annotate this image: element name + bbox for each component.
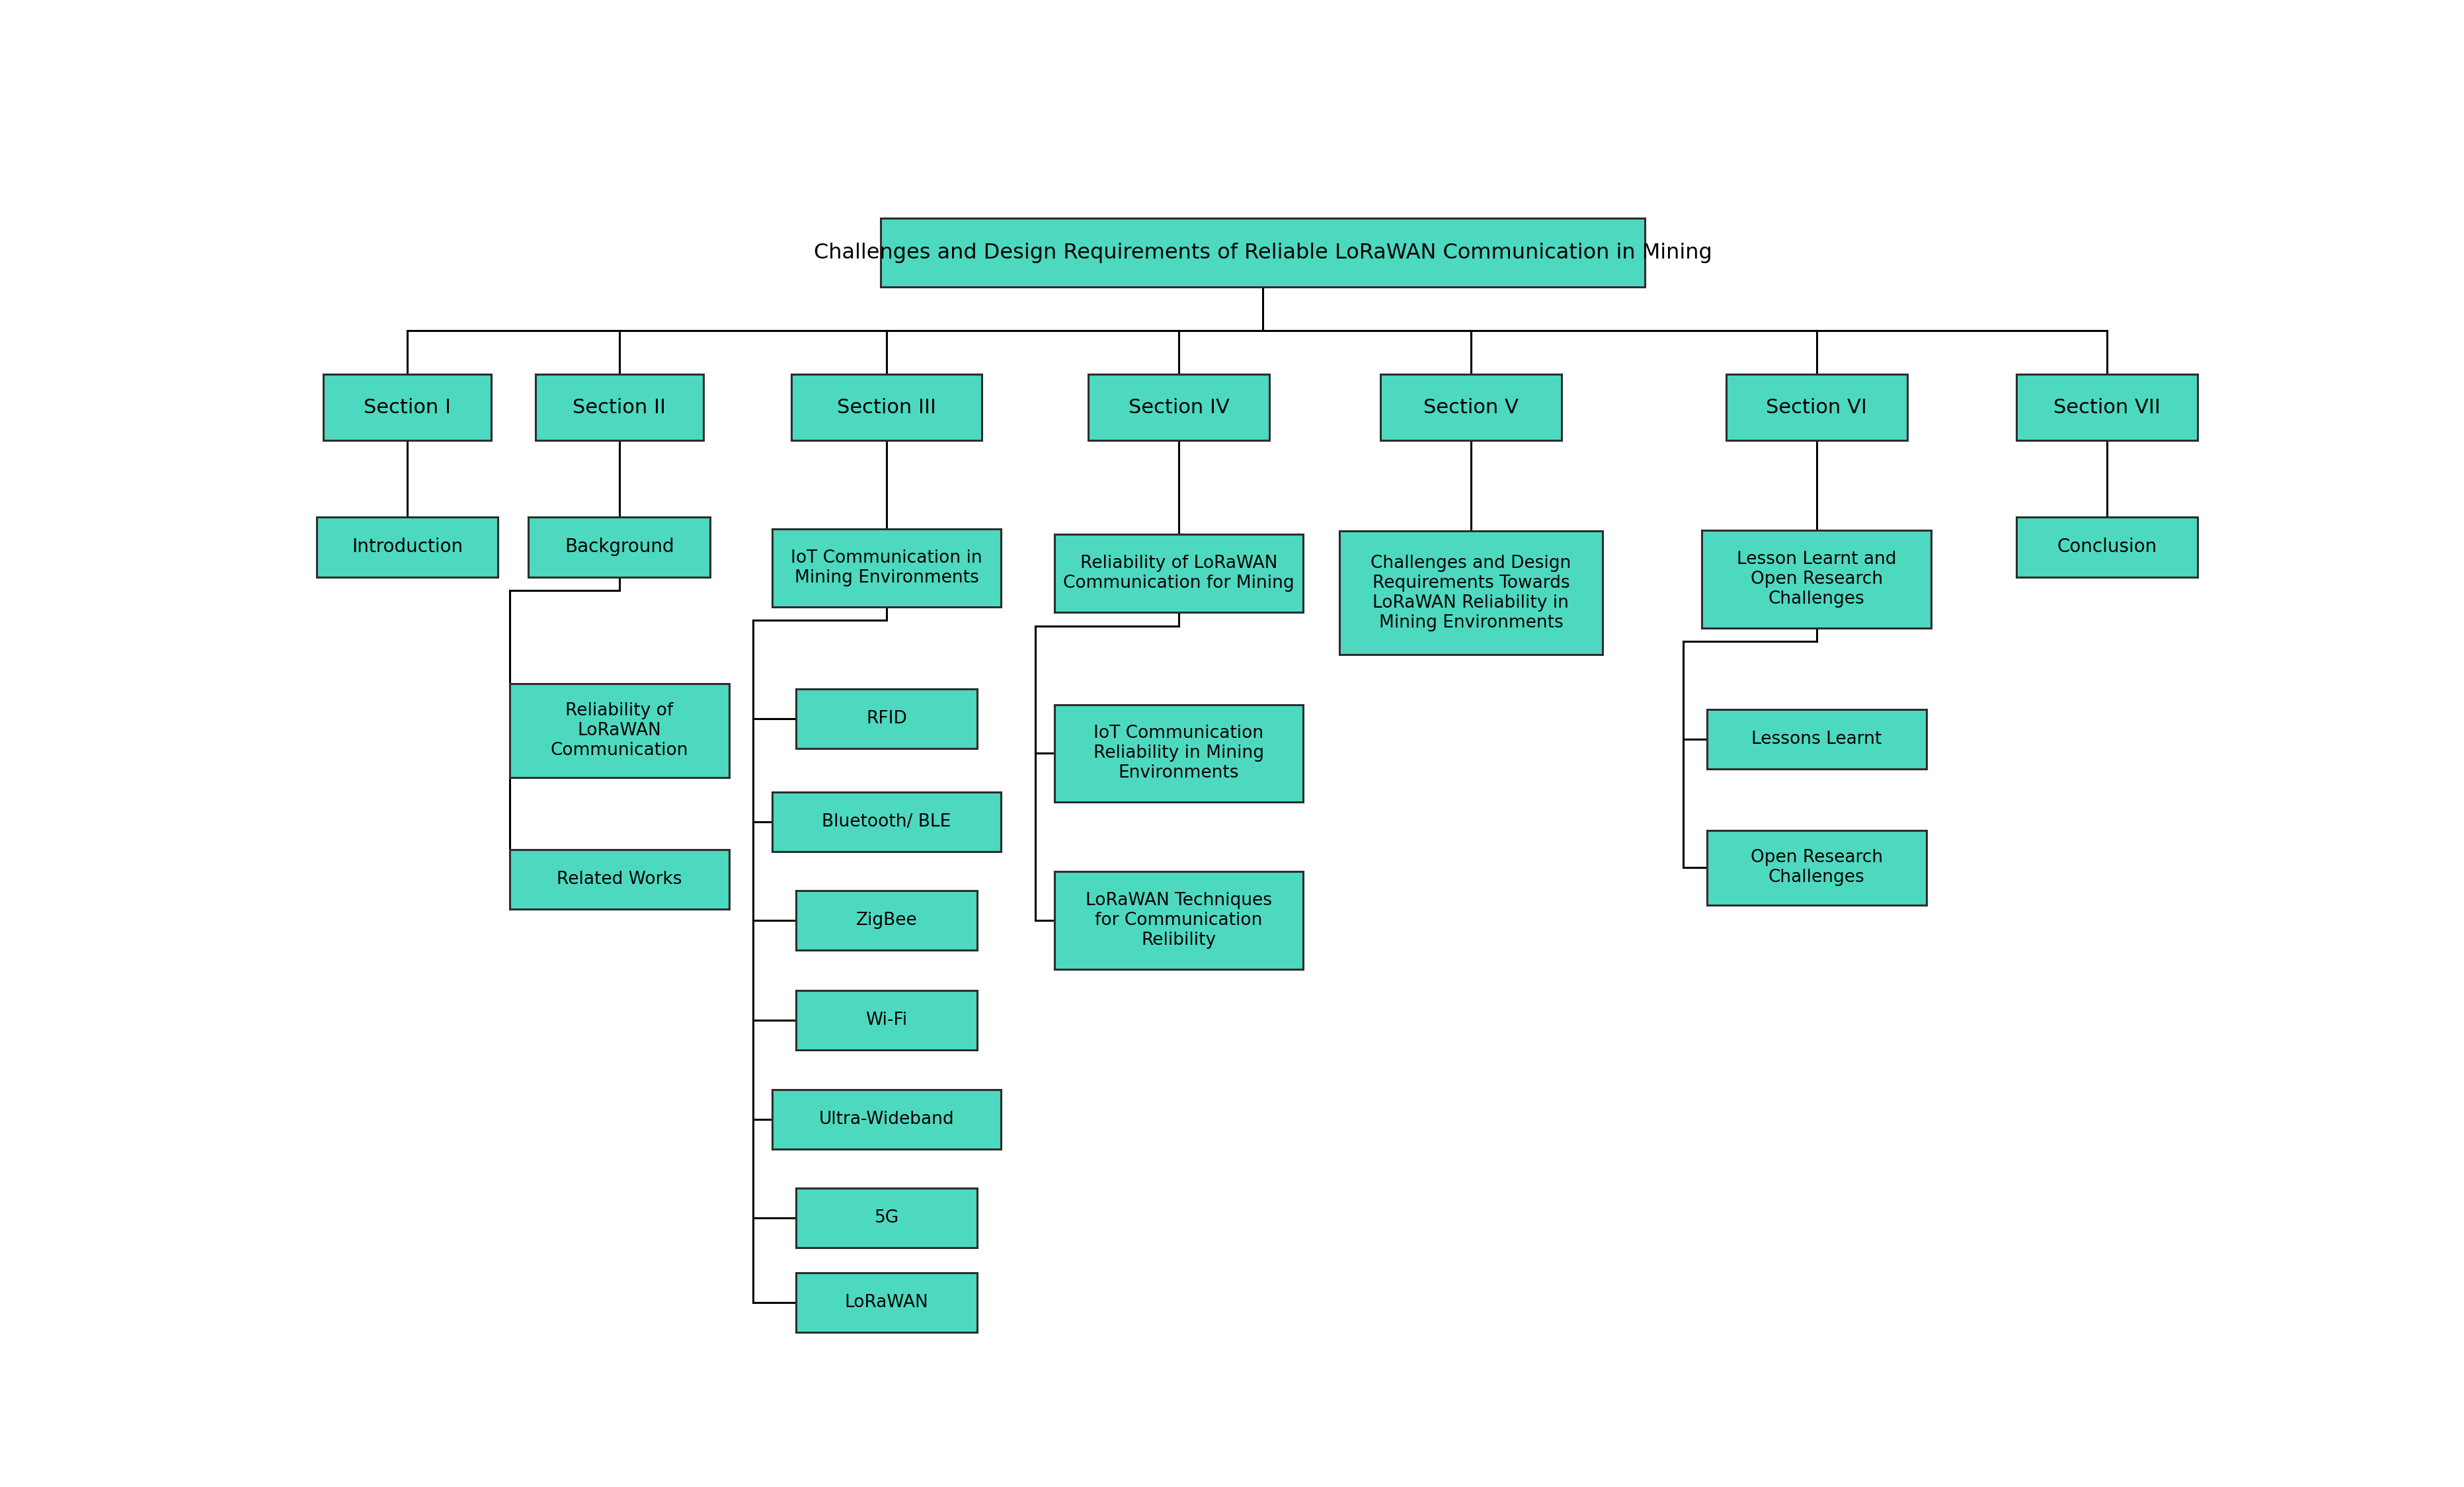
FancyBboxPatch shape	[791, 375, 983, 440]
FancyBboxPatch shape	[1055, 534, 1303, 613]
Text: ZigBee: ZigBee	[855, 912, 917, 929]
Text: Introduction: Introduction	[352, 538, 463, 556]
Text: Bluetooth/ BLE: Bluetooth/ BLE	[823, 813, 951, 831]
FancyBboxPatch shape	[1708, 709, 1927, 769]
Text: Section I: Section I	[365, 399, 451, 416]
Text: LoRaWAN: LoRaWAN	[845, 1294, 929, 1312]
FancyBboxPatch shape	[771, 529, 1000, 607]
Text: Section II: Section II	[572, 399, 665, 416]
FancyBboxPatch shape	[771, 793, 1000, 852]
FancyBboxPatch shape	[1725, 375, 1907, 440]
FancyBboxPatch shape	[510, 849, 729, 909]
FancyBboxPatch shape	[1089, 375, 1269, 440]
Text: Lessons Learnt: Lessons Learnt	[1752, 732, 1882, 748]
FancyBboxPatch shape	[796, 688, 978, 748]
Text: Ultra-Wideband: Ultra-Wideband	[818, 1111, 954, 1129]
FancyBboxPatch shape	[796, 990, 978, 1050]
Text: 5G: 5G	[875, 1209, 899, 1227]
FancyBboxPatch shape	[882, 219, 1646, 287]
FancyBboxPatch shape	[315, 517, 498, 577]
FancyBboxPatch shape	[2016, 375, 2198, 440]
Text: Open Research
Challenges: Open Research Challenges	[1749, 849, 1882, 886]
FancyBboxPatch shape	[530, 517, 710, 577]
FancyBboxPatch shape	[1708, 831, 1927, 906]
FancyBboxPatch shape	[771, 1090, 1000, 1149]
Text: Reliability of
LoRaWAN
Communication: Reliability of LoRaWAN Communication	[549, 702, 687, 758]
FancyBboxPatch shape	[510, 684, 729, 778]
FancyBboxPatch shape	[1055, 705, 1303, 801]
Text: Related Works: Related Works	[557, 870, 683, 888]
FancyBboxPatch shape	[1055, 871, 1303, 970]
Text: Challenges and Design
Requirements Towards
LoRaWAN Reliability in
Mining Environ: Challenges and Design Requirements Towar…	[1370, 555, 1572, 632]
Text: Section VII: Section VII	[2053, 399, 2161, 416]
Text: Lesson Learnt and
Open Research
Challenges: Lesson Learnt and Open Research Challeng…	[1737, 550, 1897, 608]
Text: IoT Communication in
Mining Environments: IoT Communication in Mining Environments	[791, 549, 983, 586]
Text: Conclusion: Conclusion	[2057, 538, 2156, 556]
Text: Section VI: Section VI	[1767, 399, 1868, 416]
Text: LoRaWAN Techniques
for Communication
Relibility: LoRaWAN Techniques for Communication Rel…	[1087, 892, 1271, 949]
FancyBboxPatch shape	[535, 375, 702, 440]
Text: Section IV: Section IV	[1129, 399, 1230, 416]
Text: Section V: Section V	[1424, 399, 1518, 416]
FancyBboxPatch shape	[323, 375, 490, 440]
FancyBboxPatch shape	[1380, 375, 1562, 440]
FancyBboxPatch shape	[796, 1273, 978, 1332]
Text: Challenges and Design Requirements of Reliable LoRaWAN Communication in Mining: Challenges and Design Requirements of Re…	[813, 242, 1712, 263]
Text: RFID: RFID	[867, 711, 907, 727]
FancyBboxPatch shape	[796, 891, 978, 950]
Text: IoT Communication
Reliability in Mining
Environments: IoT Communication Reliability in Mining …	[1094, 724, 1264, 782]
Text: Background: Background	[564, 538, 675, 556]
Text: Reliability of LoRaWAN
Communication for Mining: Reliability of LoRaWAN Communication for…	[1062, 555, 1294, 592]
FancyBboxPatch shape	[2016, 517, 2198, 577]
FancyBboxPatch shape	[1703, 531, 1932, 628]
FancyBboxPatch shape	[1340, 531, 1602, 654]
Text: Section III: Section III	[838, 399, 936, 416]
Text: Wi-Fi: Wi-Fi	[865, 1011, 907, 1029]
FancyBboxPatch shape	[796, 1188, 978, 1248]
